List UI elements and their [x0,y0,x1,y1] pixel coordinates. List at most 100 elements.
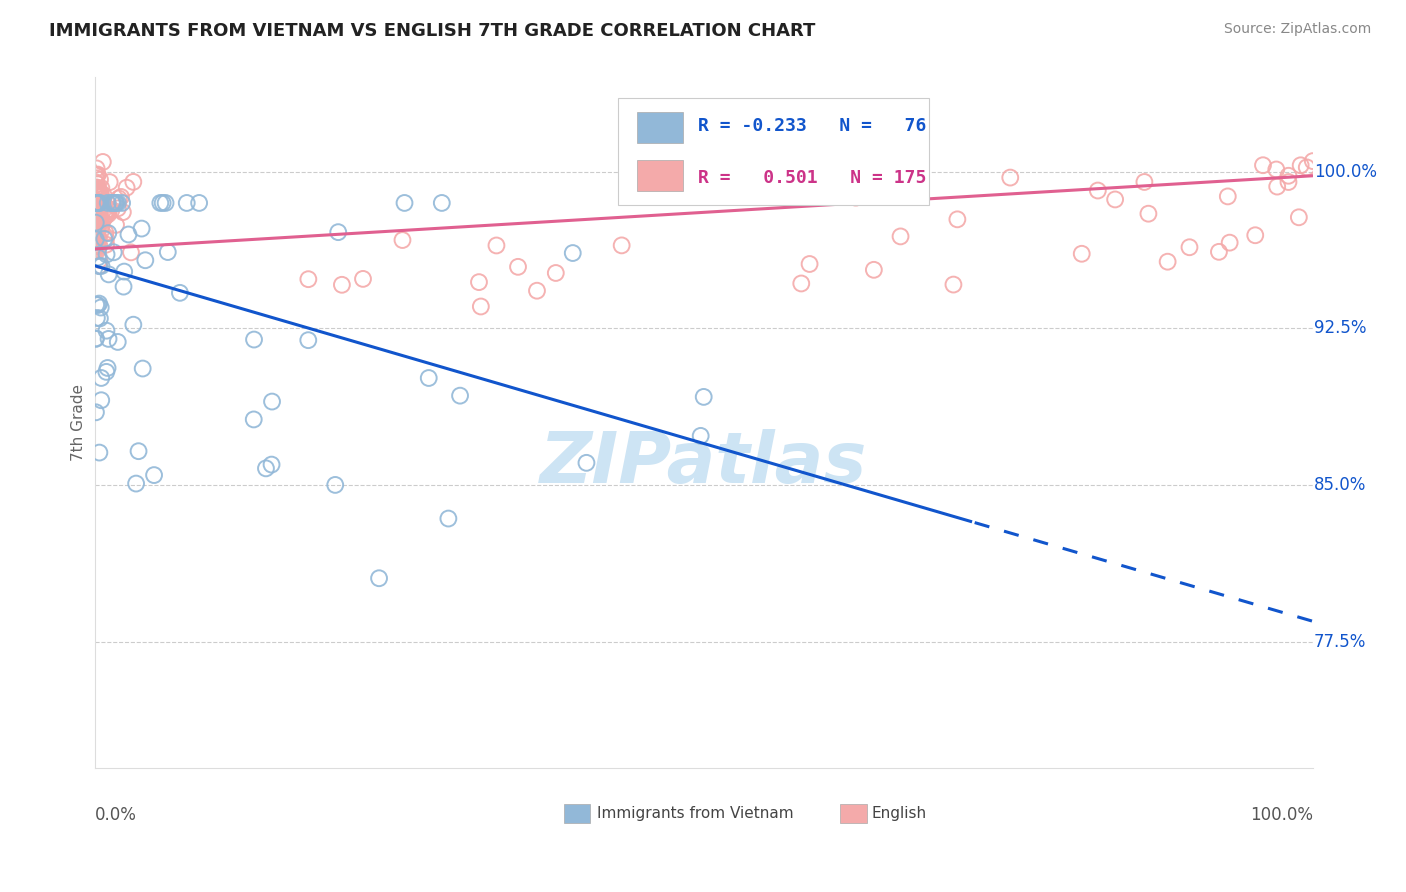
Point [87,259,110,273]
Point [96,365,118,379]
Point [610,238,633,252]
Point [744,158,766,172]
Point [93,196,115,211]
Point [89,172,111,186]
Point [90,259,112,273]
Point [94,237,117,252]
Point [526,284,548,298]
Point [254,461,277,475]
Point [1288,211,1310,225]
Point [84,205,107,219]
Point [94,232,117,246]
Point [1104,193,1126,207]
Point [89,252,111,267]
Point [84,208,107,222]
Point [84,200,107,214]
Point [94,209,117,223]
Point [107,334,129,349]
Point [86,205,108,219]
Point [86,205,108,219]
Point [845,191,868,205]
Point [86,310,108,325]
Point [544,266,567,280]
Point [84,223,107,237]
Point [87,182,110,196]
Point [689,429,711,443]
Point [86,224,108,238]
Point [84,194,107,209]
Point [94,226,117,240]
Point [84,189,107,203]
Text: R = -0.233   N =   76: R = -0.233 N = 76 [697,117,927,135]
Point [90,224,112,238]
Text: 100.0%: 100.0% [1315,162,1376,180]
Point [134,253,156,268]
Point [1295,161,1317,175]
Point [86,202,108,217]
Point [1216,189,1239,203]
Text: 85.0%: 85.0% [1315,476,1367,494]
Point [86,184,108,198]
Point [87,204,110,219]
Point [110,190,132,204]
Point [86,214,108,228]
Point [86,197,108,211]
Point [86,195,108,210]
Point [84,219,107,234]
Point [96,324,118,338]
Point [84,231,107,245]
Point [87,217,110,231]
Point [86,168,108,182]
Point [125,476,148,491]
Point [1277,175,1299,189]
Point [103,196,125,211]
Point [506,260,529,274]
Point [98,175,121,189]
Point [86,168,108,182]
Point [87,196,110,211]
Point [86,244,108,258]
Point [352,272,374,286]
Point [86,232,108,246]
Point [90,189,112,203]
Bar [637,161,683,191]
Point [86,202,108,216]
Point [84,232,107,246]
Point [449,389,471,403]
Point [97,226,120,240]
Point [84,231,107,245]
Point [84,225,107,239]
Point [470,300,492,314]
Point [93,232,115,246]
Point [297,272,319,286]
Point [84,207,107,221]
Point [86,177,108,191]
Text: 0.0%: 0.0% [94,805,136,823]
Point [1302,154,1324,169]
Point [112,279,135,293]
Point [131,361,153,376]
Point [156,245,179,260]
Point [97,203,120,218]
Text: 100.0%: 100.0% [1250,805,1313,823]
Y-axis label: 7th Grade: 7th Grade [72,384,86,461]
Point [84,206,107,220]
Text: 92.5%: 92.5% [1315,319,1367,337]
Point [107,196,129,211]
Point [87,211,110,226]
Point [84,240,107,254]
Point [112,264,135,278]
Point [96,247,118,261]
Point [91,155,114,169]
Point [84,202,107,217]
Point [1156,254,1178,268]
Point [84,171,107,186]
Point [87,184,110,198]
Point [188,196,211,211]
Point [87,239,110,253]
Point [1244,228,1267,243]
Point [86,239,108,253]
Point [84,216,107,230]
Point [799,257,821,271]
Point [437,511,460,525]
